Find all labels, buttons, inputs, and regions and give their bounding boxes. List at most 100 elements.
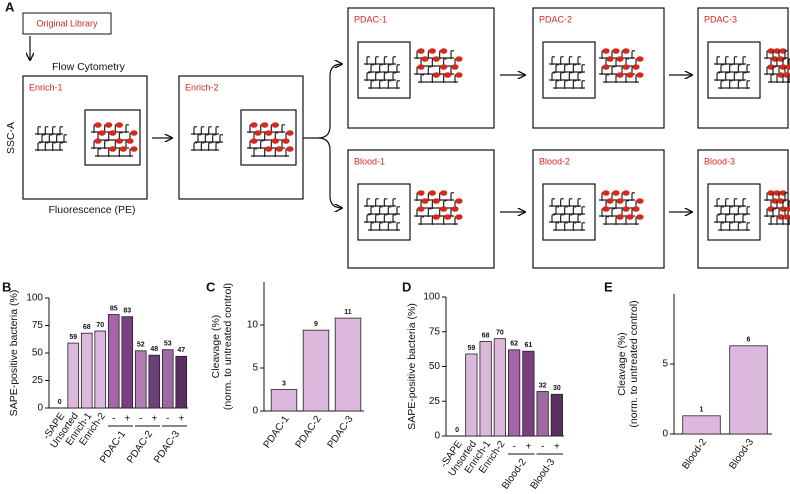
label-dot — [616, 56, 624, 62]
bar — [161, 349, 174, 409]
value-label: 59 — [467, 345, 475, 352]
bar — [493, 338, 506, 437]
cell — [366, 72, 371, 81]
cell — [52, 126, 56, 135]
y-tick-label: 5 — [252, 363, 258, 374]
cell — [274, 132, 279, 141]
cell — [375, 198, 379, 207]
value-label: 47 — [177, 347, 185, 354]
value-label: 68 — [83, 324, 91, 331]
y-tick-label: 75 — [32, 320, 44, 331]
label-dot — [421, 56, 429, 62]
value-label: 3 — [282, 380, 286, 387]
cell — [733, 214, 738, 223]
label-dot — [455, 214, 463, 220]
bar — [270, 389, 298, 412]
gate-label: Blood-1 — [354, 156, 385, 166]
cell — [420, 74, 425, 83]
cell — [625, 200, 630, 209]
label-dot — [783, 214, 790, 220]
label-dot — [440, 190, 448, 196]
cell — [379, 80, 383, 89]
x-tick-label: - — [166, 414, 169, 425]
cell — [746, 222, 751, 231]
cell — [200, 126, 205, 135]
arrow — [317, 137, 342, 208]
cell — [782, 200, 787, 209]
bar — [107, 314, 120, 409]
cell — [366, 214, 371, 223]
cell — [770, 216, 775, 225]
cell — [56, 134, 60, 143]
gate-box — [178, 75, 304, 200]
cell — [720, 206, 725, 215]
gate-box — [697, 7, 789, 129]
label-dot — [105, 122, 113, 128]
x-tick-label: PDAC-3 — [326, 414, 356, 451]
cell — [742, 56, 747, 65]
value-label: 30 — [553, 385, 561, 392]
cell — [383, 72, 388, 81]
group-label: PDAC-1 — [98, 429, 128, 466]
cell — [725, 214, 729, 223]
value-label: 68 — [482, 332, 490, 339]
bar — [508, 349, 521, 437]
label-dot — [119, 146, 127, 152]
cell — [370, 222, 375, 231]
cell — [396, 80, 401, 89]
cell — [560, 214, 564, 223]
x-tick-label: + — [525, 442, 531, 453]
cell — [560, 198, 564, 207]
cell — [215, 142, 220, 151]
label-dot — [444, 72, 452, 78]
cell — [392, 198, 397, 207]
cell — [450, 50, 455, 59]
method-label: Flow Cytometry — [52, 61, 126, 73]
cell — [44, 126, 49, 135]
value-label: 32 — [539, 382, 547, 389]
label-dot — [612, 190, 620, 196]
label-dot — [432, 214, 440, 220]
cell — [208, 126, 212, 135]
cell — [396, 206, 401, 215]
cell — [383, 56, 388, 65]
cell — [577, 72, 582, 81]
label-dot — [115, 138, 123, 144]
cell — [200, 142, 205, 151]
y-tick-label: 25 — [32, 375, 44, 386]
label-dot — [785, 206, 790, 212]
label-dot — [417, 64, 425, 70]
x-tick-label: - — [512, 442, 515, 453]
label-dot — [632, 64, 640, 70]
gate-label: Enrich-2 — [185, 82, 219, 92]
y-tick-label: 50 — [32, 348, 44, 359]
cell — [737, 80, 742, 89]
cell — [59, 142, 64, 151]
inner-gate — [707, 183, 761, 241]
x-tick-label: + — [151, 414, 157, 425]
label-dot — [612, 48, 620, 54]
arrow — [303, 64, 342, 139]
y-tick-label: 100 — [423, 292, 440, 303]
panel-label: D — [402, 279, 411, 294]
cell — [568, 72, 573, 81]
cell — [204, 134, 209, 143]
cell — [260, 140, 264, 149]
cell — [97, 148, 102, 157]
cell — [215, 126, 220, 135]
label-dot — [451, 206, 459, 212]
bar — [536, 391, 549, 437]
cell — [720, 80, 725, 89]
source-label: Original Library — [36, 18, 98, 28]
cell — [737, 206, 742, 215]
cell — [387, 80, 392, 89]
gate-label: Blood-2 — [539, 156, 570, 166]
label-dot — [275, 146, 283, 152]
label-dot — [632, 206, 640, 212]
label-dot — [109, 146, 117, 152]
label-dot — [94, 138, 102, 144]
cell — [375, 214, 379, 223]
cell — [387, 222, 392, 231]
value-label: 61 — [524, 342, 532, 349]
cell — [577, 56, 582, 65]
